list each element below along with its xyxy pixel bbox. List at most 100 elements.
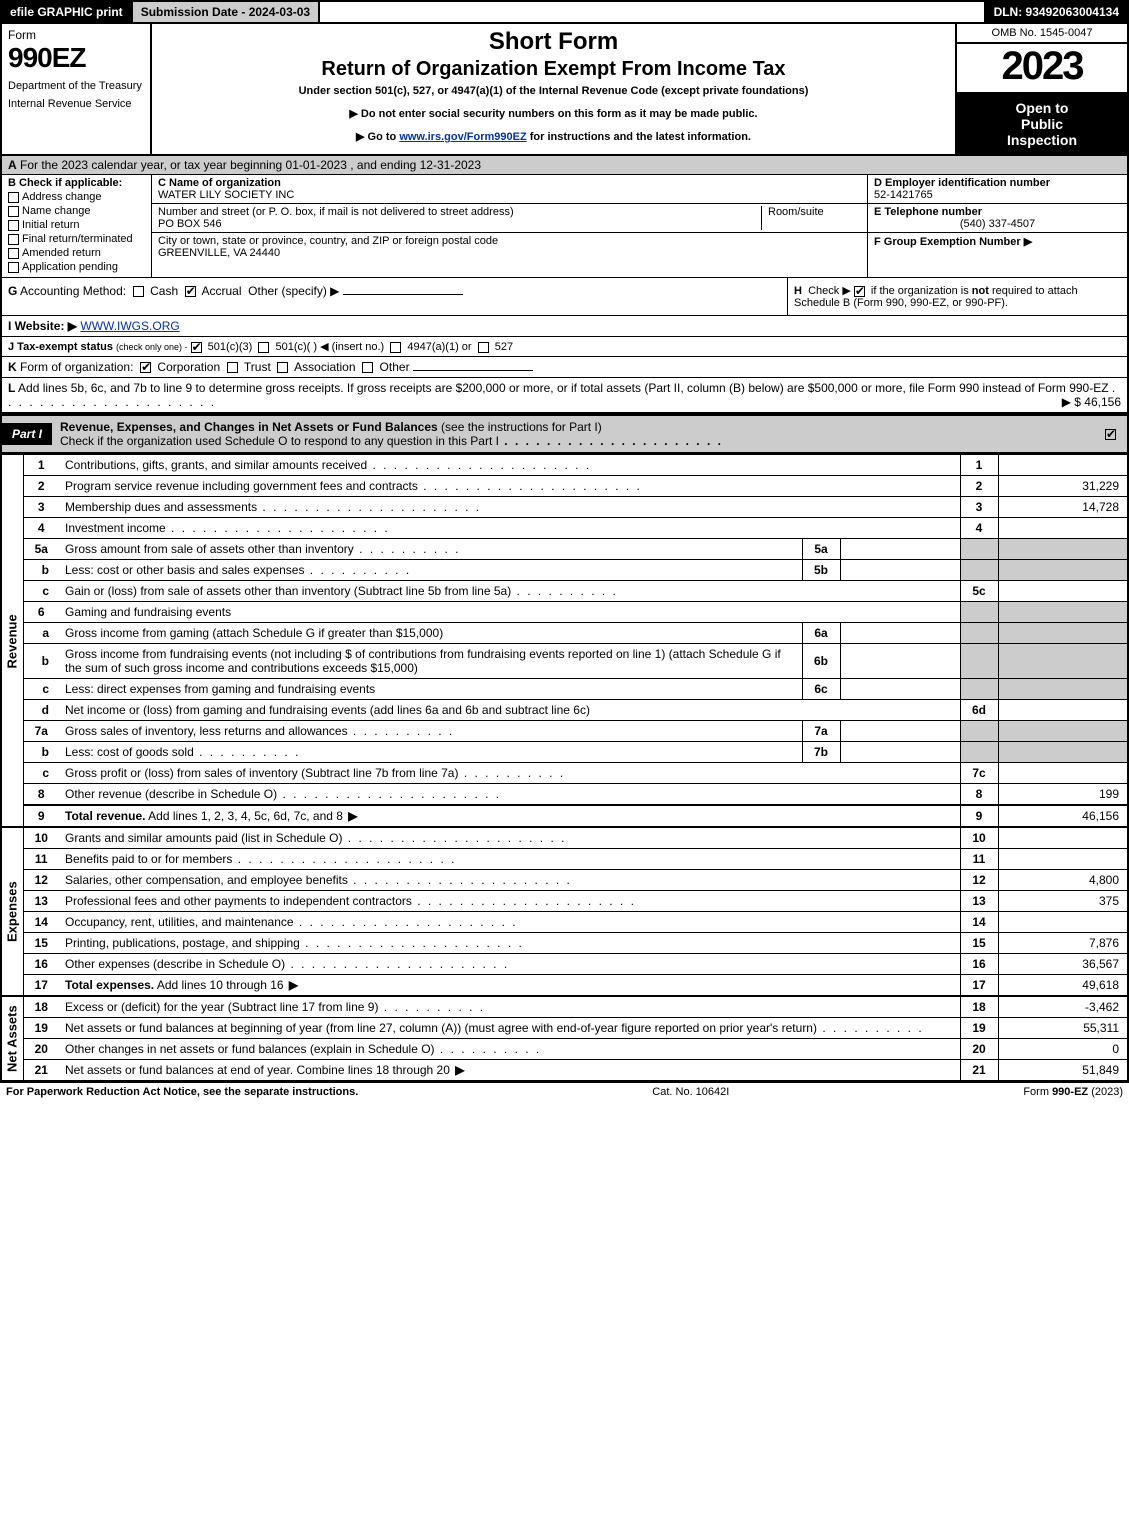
chk-527[interactable] (478, 342, 489, 353)
website-link[interactable]: WWW.IWGS.ORG (80, 319, 179, 333)
street-label: Number and street (or P. O. box, if mail… (158, 206, 514, 218)
line-ref: 4 (960, 518, 998, 539)
chk-trust[interactable] (227, 362, 238, 373)
line-val (998, 455, 1128, 476)
line-desc: Benefits paid to or for members (65, 852, 456, 866)
b-hdr: Check if applicable: (19, 177, 122, 189)
table-row: 19 Net assets or fund balances at beginn… (1, 1018, 1128, 1039)
line-num: 13 (23, 891, 59, 912)
line-ref-grey (960, 721, 998, 742)
tax-year: 2023 (957, 44, 1127, 94)
chk-501c3[interactable] (191, 342, 202, 353)
j-o4: 527 (495, 341, 513, 353)
line-ref-grey (960, 539, 998, 560)
line-desc-b: Total revenue. (65, 809, 145, 823)
line-desc: Less: cost or other basis and sales expe… (65, 563, 411, 577)
table-row: b Gross income from fundraising events (… (1, 644, 1128, 679)
line-desc: Printing, publications, postage, and shi… (65, 936, 524, 950)
chk-initial-return[interactable]: Initial return (8, 219, 145, 231)
line-desc: Gross income from fundraising events (no… (59, 644, 802, 679)
line-val-grey (998, 679, 1128, 700)
line-ref: 6d (960, 700, 998, 721)
table-row: 17 Total expenses. Add lines 10 through … (1, 975, 1128, 997)
side-expenses: Expenses (1, 827, 23, 996)
open-line3: Inspection (961, 132, 1123, 148)
org-name: WATER LILY SOCIETY INC (158, 189, 294, 201)
line-ref: 11 (960, 849, 998, 870)
section-b: B Check if applicable: Address change Na… (2, 175, 152, 277)
row-a: A For the 2023 calendar year, or tax yea… (0, 154, 1129, 175)
chk-accrual[interactable] (185, 286, 196, 297)
j-o2: 501(c)( ) ◀ (insert no.) (275, 341, 384, 353)
line-desc: Investment income (65, 521, 390, 535)
line-num: 12 (23, 870, 59, 891)
line-ref: 7c (960, 763, 998, 784)
line-val (998, 581, 1128, 602)
table-row: a Gross income from gaming (attach Sched… (1, 623, 1128, 644)
chk-final-return[interactable]: Final return/terminated (8, 233, 145, 245)
line-val: 49,618 (998, 975, 1128, 997)
k-other-input[interactable] (413, 370, 533, 371)
chk-4947[interactable] (390, 342, 401, 353)
table-row: b Less: cost of goods sold 7b (1, 742, 1128, 763)
line-val: 14,728 (998, 497, 1128, 518)
line-ref: 14 (960, 912, 998, 933)
header-left: Form 990EZ Department of the Treasury In… (2, 24, 152, 154)
chk-name-change[interactable]: Name change (8, 205, 145, 217)
k-text: Form of organization: (20, 360, 133, 374)
phone-value: (540) 337-4507 (874, 218, 1121, 230)
part1-title-wrap: Revenue, Expenses, and Changes in Net As… (52, 416, 1097, 452)
mid-ref: 7b (802, 742, 840, 763)
line-desc: Other changes in net assets or fund bala… (65, 1042, 541, 1056)
line-num: 19 (23, 1018, 59, 1039)
chk-address-change[interactable]: Address change (8, 191, 145, 203)
line-num: 3 (23, 497, 59, 518)
footer-r-pre: Form (1023, 1086, 1052, 1098)
line-ref: 20 (960, 1039, 998, 1060)
line-ref: 3 (960, 497, 998, 518)
table-row: 16 Other expenses (describe in Schedule … (1, 954, 1128, 975)
chk-corporation[interactable] (140, 362, 151, 373)
table-row: 5a Gross amount from sale of assets othe… (1, 539, 1128, 560)
line-ref: 21 (960, 1060, 998, 1082)
row-gh: G Accounting Method: Cash Accrual Other … (0, 277, 1129, 315)
irs-link[interactable]: www.irs.gov/Form990EZ (399, 131, 526, 143)
mid-val (840, 721, 960, 742)
chk-application-pending[interactable]: Application pending (8, 261, 145, 273)
line-ref: 13 (960, 891, 998, 912)
open-line2: Public (961, 116, 1123, 132)
chk-schedule-b[interactable] (854, 286, 865, 297)
line-desc: Gaming and fundraising events (59, 602, 960, 623)
part1-check[interactable] (1097, 423, 1127, 445)
chk-association[interactable] (277, 362, 288, 373)
line-num: 4 (23, 518, 59, 539)
efile-print-label[interactable]: efile GRAPHIC print (2, 2, 133, 22)
line-val: 46,156 (998, 805, 1128, 827)
line-desc: Excess or (deficit) for the year (Subtra… (65, 1000, 485, 1014)
line-val: 199 (998, 784, 1128, 806)
chk-501c[interactable] (258, 342, 269, 353)
part1-check-line: Check if the organization used Schedule … (60, 434, 499, 448)
line-desc: Salaries, other compensation, and employ… (65, 873, 572, 887)
line-val: 0 (998, 1039, 1128, 1060)
mid-val (840, 539, 960, 560)
line-desc: Other revenue (describe in Schedule O) (65, 787, 501, 801)
g-other-input[interactable] (343, 294, 463, 295)
h-not: not (972, 285, 989, 297)
row-j: J Tax-exempt status (check only one) - 5… (0, 336, 1129, 356)
return-title: Return of Organization Exempt From Incom… (160, 58, 947, 81)
line-desc: Other expenses (describe in Schedule O) (65, 957, 509, 971)
chk-cash[interactable] (133, 286, 144, 297)
opt-initial-return: Initial return (22, 219, 79, 231)
line-val (998, 700, 1128, 721)
chk-amended-return[interactable]: Amended return (8, 247, 145, 259)
row-h: H Check ▶ if the organization is not req… (787, 278, 1127, 315)
line-ref-grey (960, 602, 998, 623)
table-row: 20 Other changes in net assets or fund b… (1, 1039, 1128, 1060)
mid-val (840, 560, 960, 581)
submission-date-label: Submission Date - 2024-03-03 (133, 2, 320, 22)
table-row: Net Assets 18 Excess or (deficit) for th… (1, 996, 1128, 1018)
line-desc: Net income or (loss) from gaming and fun… (59, 700, 960, 721)
chk-other-org[interactable] (362, 362, 373, 373)
line-num: 11 (23, 849, 59, 870)
